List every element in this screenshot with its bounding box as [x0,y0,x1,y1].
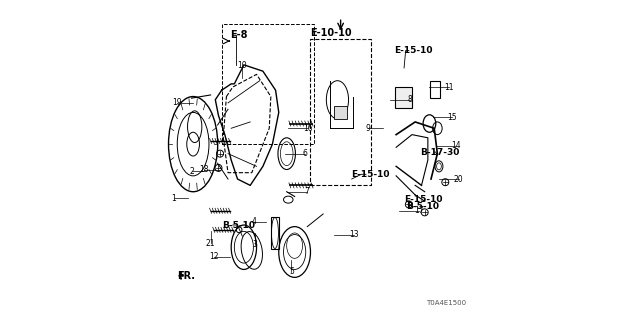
Text: 9: 9 [365,124,370,133]
Text: 18: 18 [200,165,209,174]
Text: E-8: E-8 [230,30,248,40]
Text: 21: 21 [206,239,215,248]
Text: B-5-10: B-5-10 [406,203,438,212]
Text: 14: 14 [451,141,460,150]
Text: 10: 10 [237,61,247,70]
Text: 20: 20 [454,174,463,184]
Text: E-15-10: E-15-10 [351,170,390,179]
Text: 3: 3 [253,240,257,249]
Text: 13: 13 [349,230,359,239]
Text: FR.: FR. [177,271,195,281]
Text: 2: 2 [190,167,195,176]
Text: 7: 7 [304,187,309,196]
Text: 4: 4 [252,217,257,226]
FancyBboxPatch shape [394,87,412,108]
Text: E-10-10: E-10-10 [310,28,352,38]
Text: 5: 5 [289,267,294,276]
Text: 16: 16 [303,124,313,133]
Text: 19: 19 [172,99,182,108]
Text: B-17-30: B-17-30 [420,148,460,156]
Text: E-15-10: E-15-10 [404,195,442,204]
Text: B-5-10: B-5-10 [223,220,255,229]
Text: T0A4E1500: T0A4E1500 [426,300,466,306]
Text: E-15-10: E-15-10 [394,46,433,55]
Text: 6: 6 [303,149,307,158]
Text: 17: 17 [414,206,424,215]
Text: 15: 15 [447,113,457,122]
Text: 1: 1 [172,194,177,203]
Text: 11: 11 [445,83,454,92]
FancyBboxPatch shape [334,106,347,119]
Text: 12: 12 [209,252,218,261]
Text: 8: 8 [407,95,412,104]
